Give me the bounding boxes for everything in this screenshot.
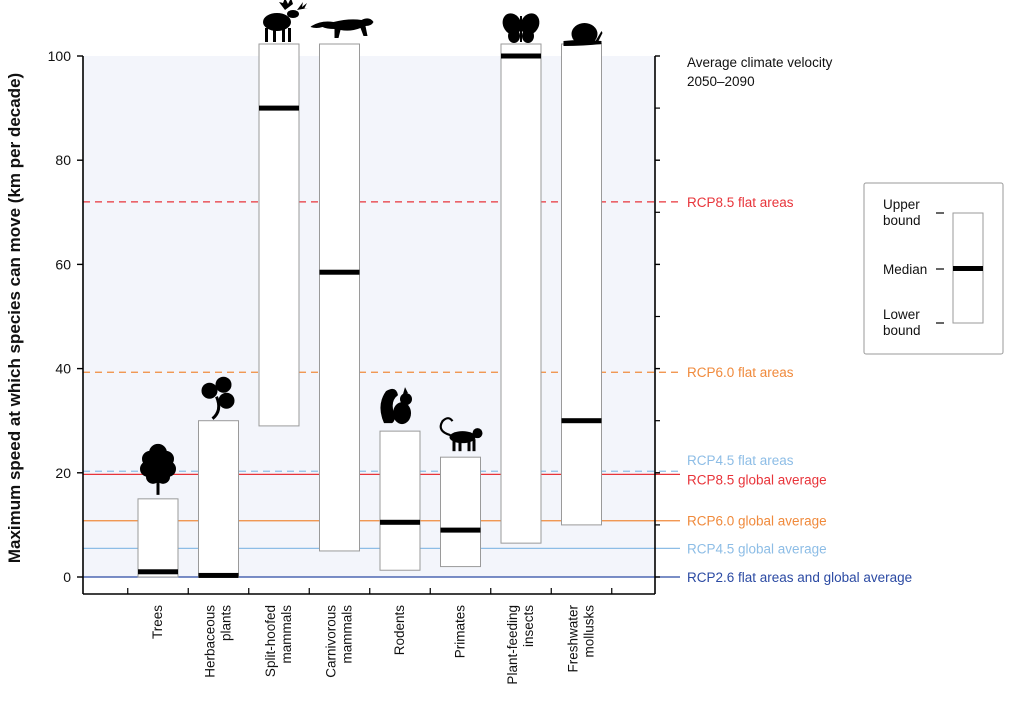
category-label-group: Rodents xyxy=(392,605,407,656)
median-mark xyxy=(501,53,541,59)
range-bar xyxy=(319,43,360,552)
category-label-group: Herbaceousplants xyxy=(203,605,234,678)
median-mark xyxy=(138,569,178,575)
range-bar xyxy=(198,420,239,578)
median-mark xyxy=(259,105,299,111)
category-label: Plant-feedinginsects xyxy=(505,605,536,685)
category-label-group: Split-hoofedmammals xyxy=(263,605,294,677)
wing xyxy=(508,29,520,43)
y-tick-label: 80 xyxy=(55,152,71,168)
plot-background xyxy=(83,56,655,577)
category-label: Trees xyxy=(150,605,165,639)
big-cat-icon xyxy=(310,18,374,38)
reference-line-label: RCP8.5 global average xyxy=(687,472,827,487)
median-mark xyxy=(319,269,360,275)
median-mark xyxy=(198,572,239,578)
leg xyxy=(458,439,462,452)
monkey-tail xyxy=(439,417,454,437)
y-tick-label: 60 xyxy=(55,256,71,272)
moose-head xyxy=(287,10,299,18)
tree-crown xyxy=(149,455,167,474)
range-bar xyxy=(258,43,300,427)
y-tick-label: 20 xyxy=(55,465,71,481)
monkey-icon xyxy=(439,417,483,452)
reference-line-label: RCP6.0 flat areas xyxy=(687,365,794,380)
category-label-group: Plant-feedinginsects xyxy=(505,605,536,685)
category-label-group: Carnivorousmammals xyxy=(324,605,355,678)
reference-line-label: RCP4.5 global average xyxy=(687,541,827,556)
squirrel-body xyxy=(393,402,411,425)
squirrel-icon xyxy=(380,387,412,425)
butterfly-icon xyxy=(502,13,540,43)
range-bar xyxy=(440,456,481,568)
leg xyxy=(265,28,268,42)
leg xyxy=(452,439,456,452)
median-mark xyxy=(440,527,481,533)
monkey-head xyxy=(472,428,483,439)
leaf xyxy=(215,376,232,393)
legend-median-mark xyxy=(953,266,983,271)
tree-crown xyxy=(156,469,170,484)
y-axis-label: Maximum speed at which species can move … xyxy=(5,73,24,563)
wing xyxy=(502,13,522,35)
stem xyxy=(211,396,221,420)
leg xyxy=(288,28,291,42)
category-label-group: Freshwatermollusks xyxy=(566,605,597,673)
reference-line-label: RCP8.5 flat areas xyxy=(687,195,794,210)
median-mark xyxy=(380,519,420,525)
category-label: Split-hoofedmammals xyxy=(263,605,294,677)
squirrel-ear xyxy=(403,387,408,395)
reference-line-label: RCP4.5 flat areas xyxy=(687,453,794,468)
y-tick-label: 100 xyxy=(48,48,72,64)
cat-body xyxy=(310,18,374,38)
category-label: Rodents xyxy=(392,605,407,656)
clover-icon xyxy=(201,376,235,420)
tree-crown xyxy=(146,469,160,484)
moose-body xyxy=(263,13,291,31)
range-bar xyxy=(379,430,421,571)
reference-line-label: RCP2.6 flat areas and global average xyxy=(687,570,912,585)
leaf xyxy=(201,382,218,399)
leg xyxy=(282,28,285,42)
y-tick-label: 40 xyxy=(55,361,71,377)
reference-line-label: RCP6.0 global average xyxy=(687,514,827,529)
legend-upper-label: Upper bound xyxy=(883,197,921,228)
wing xyxy=(520,13,540,35)
leaf xyxy=(218,392,235,409)
category-label-group: Primates xyxy=(453,605,468,659)
tree-icon xyxy=(140,443,176,495)
range-bar xyxy=(137,498,179,578)
squirrel-head xyxy=(400,393,412,406)
reference-title: Average climate velocity 2050–2090 xyxy=(687,55,833,89)
median-mark xyxy=(561,418,602,424)
y-tick-label: 0 xyxy=(63,569,71,585)
wing xyxy=(522,29,534,43)
snail-icon xyxy=(563,23,603,46)
range-bar xyxy=(500,43,542,544)
range-bar xyxy=(561,43,602,526)
category-label: Carnivorousmammals xyxy=(324,605,355,678)
category-label-group: Trees xyxy=(150,605,165,639)
leg xyxy=(273,28,276,42)
antler xyxy=(279,0,293,10)
category-label: Primates xyxy=(453,605,468,659)
category-label: Herbaceousplants xyxy=(203,605,234,678)
butterfly-body xyxy=(520,16,522,42)
legend-median-label: Median xyxy=(883,262,927,277)
legend-lower-label: Lower bound xyxy=(883,307,921,338)
snail-horn xyxy=(595,31,603,43)
antler xyxy=(297,2,308,10)
category-label: Freshwatermollusks xyxy=(566,605,597,673)
moose-icon xyxy=(263,0,308,42)
leg xyxy=(472,439,476,452)
snail-shell xyxy=(571,23,598,45)
leg xyxy=(467,439,471,452)
